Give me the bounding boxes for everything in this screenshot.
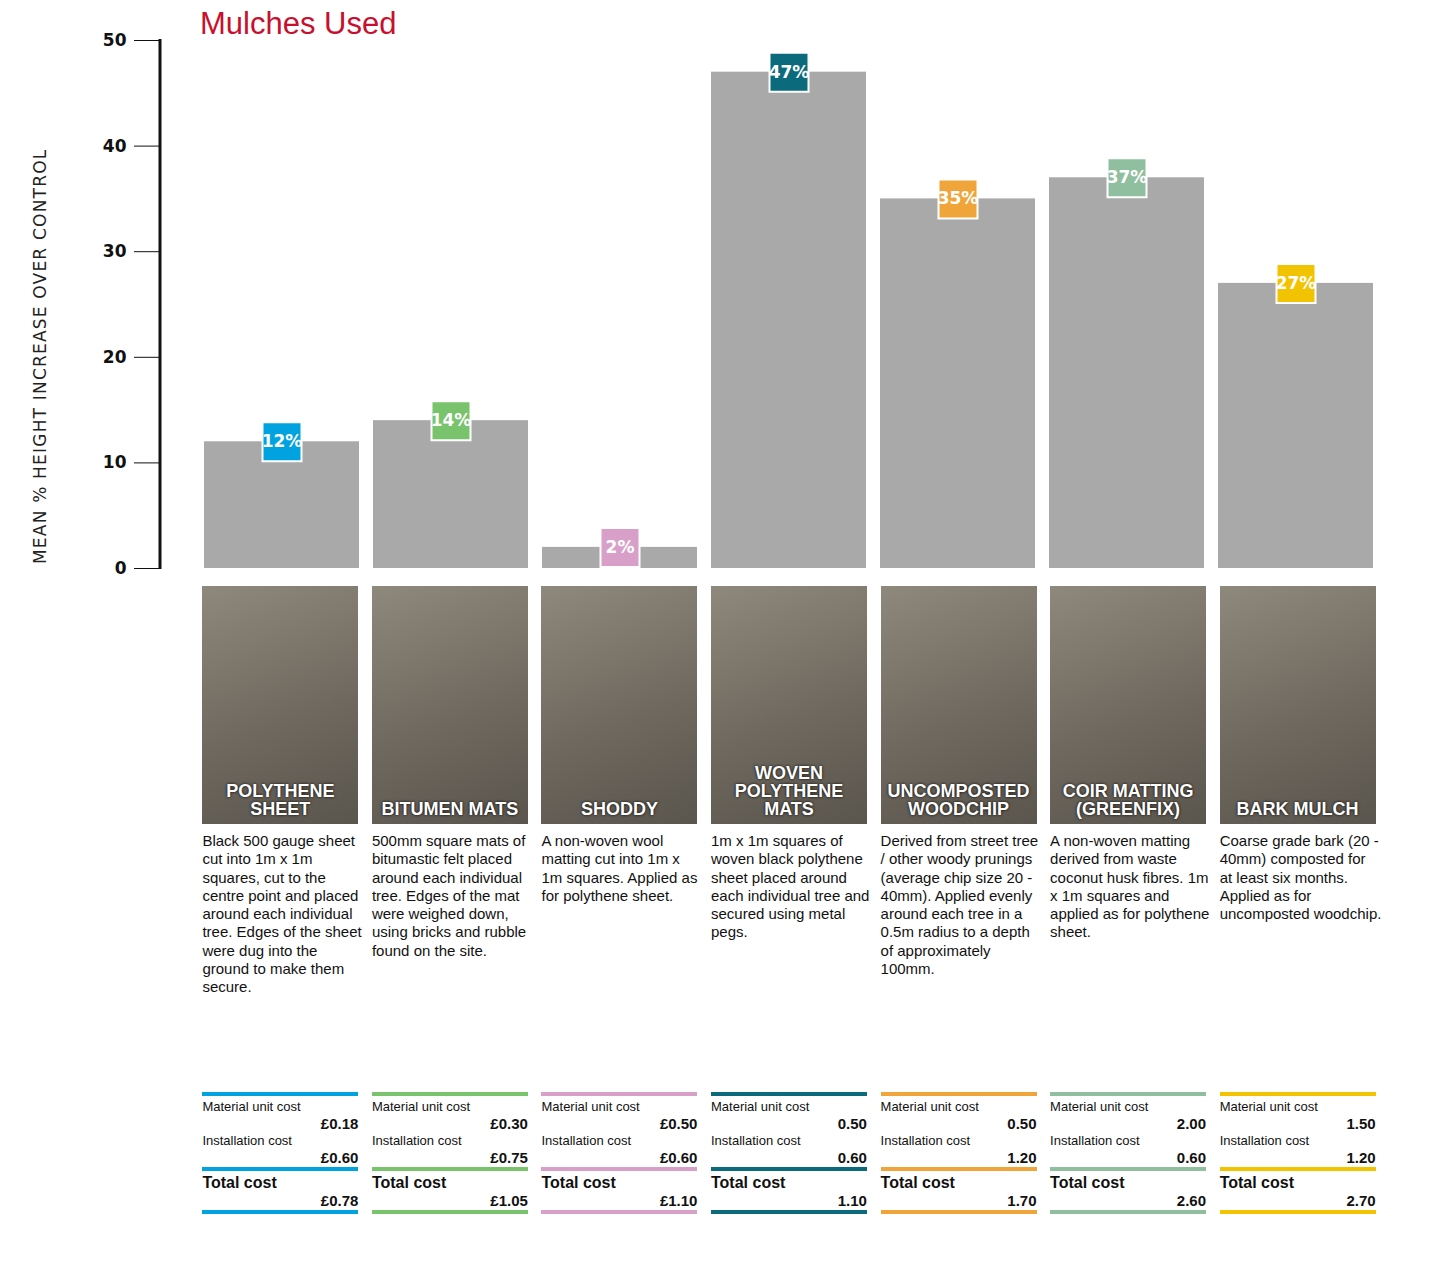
html-text:£0.50: £0.50 bbox=[659, 1115, 698, 1132]
html-text:Installation cost: Installation cost bbox=[1219, 1133, 1310, 1148]
html-text:Material unit cost: Material unit cost bbox=[1050, 1099, 1149, 1114]
html-text:2.60: 2.60 bbox=[1176, 1192, 1207, 1209]
html-text:£0.78: £0.78 bbox=[320, 1192, 359, 1209]
html-text:£1.10: £1.10 bbox=[659, 1192, 698, 1209]
svg-text:12%: 12% bbox=[262, 431, 303, 451]
html-text:BARK MULCH: BARK MULCH bbox=[1236, 799, 1359, 819]
svg-text:14%: 14% bbox=[431, 410, 472, 430]
html-text:Installation cost: Installation cost bbox=[371, 1133, 462, 1148]
svg-text:47%: 47% bbox=[769, 62, 810, 82]
html-text:2.00: 2.00 bbox=[1176, 1115, 1207, 1132]
html-text:1.20: 1.20 bbox=[1007, 1149, 1037, 1166]
svg-text:MEAN % HEIGHT INCREASE OVER CO: MEAN % HEIGHT INCREASE OVER CONTROL bbox=[30, 149, 50, 564]
html-text:Installation cost: Installation cost bbox=[202, 1133, 292, 1148]
html-text:Material unit cost: Material unit cost bbox=[371, 1099, 471, 1114]
html-text:£1.05: £1.05 bbox=[490, 1192, 528, 1209]
svg-text:37%: 37% bbox=[1107, 167, 1148, 187]
html-text:Material unit cost: Material unit cost bbox=[711, 1099, 810, 1114]
html-text:£0.30: £0.30 bbox=[490, 1115, 528, 1132]
html-text:SHODDY: SHODDY bbox=[580, 799, 658, 819]
svg-text:2%: 2% bbox=[606, 537, 635, 557]
html-text:Black 500 gauge sheet cut into: Black 500 gauge sheet cut into 1m x 1m s… bbox=[202, 832, 362, 996]
html-text:500mm square mats of bitumasti: 500mm square mats of bitumastic felt pla… bbox=[371, 832, 527, 959]
html-text:Installation cost: Installation cost bbox=[880, 1133, 971, 1148]
html-text:UNCOMPOSTED WOODCHIP: UNCOMPOSTED WOODCHIP bbox=[887, 781, 1030, 819]
html-text:0.50: 0.50 bbox=[1007, 1115, 1037, 1132]
html-text:Mulches Used: Mulches Used bbox=[200, 6, 397, 41]
html-text:A non-woven matting derived fr: A non-woven matting derived from waste c… bbox=[1050, 832, 1210, 941]
html-text:0.60: 0.60 bbox=[1176, 1149, 1207, 1166]
html-text:1.70: 1.70 bbox=[1007, 1192, 1037, 1209]
html-text:Material unit cost: Material unit cost bbox=[1219, 1099, 1318, 1114]
html-text:£0.60: £0.60 bbox=[659, 1149, 698, 1166]
html-text:1.10: 1.10 bbox=[837, 1192, 867, 1209]
html-text:Total cost: Total cost bbox=[1050, 1174, 1125, 1191]
html-text:Total cost: Total cost bbox=[371, 1174, 447, 1191]
html-text:2.70: 2.70 bbox=[1346, 1192, 1376, 1209]
html-text:Derived from street tree / oth: Derived from street tree / other woody p… bbox=[880, 832, 1039, 978]
svg-text:27%: 27% bbox=[1276, 273, 1317, 293]
html-text:Installation cost: Installation cost bbox=[541, 1133, 632, 1148]
html-text:Coarse grade bark (20 - 40mm): Coarse grade bark (20 - 40mm) composted … bbox=[1219, 832, 1382, 923]
html-text:WOVEN POLYTHENE MATS: WOVEN POLYTHENE MATS bbox=[734, 763, 844, 819]
html-text:1.50: 1.50 bbox=[1346, 1115, 1376, 1132]
html-text:Material unit cost: Material unit cost bbox=[541, 1099, 640, 1114]
svg-text:40: 40 bbox=[103, 136, 127, 156]
html-text:COIR MATTING (GREENFIX): COIR MATTING (GREENFIX) bbox=[1062, 781, 1194, 819]
svg-text:50: 50 bbox=[103, 30, 127, 50]
html-text:£0.18: £0.18 bbox=[320, 1115, 359, 1132]
html-text:£0.75: £0.75 bbox=[490, 1149, 528, 1166]
html-text:£0.60: £0.60 bbox=[320, 1149, 359, 1166]
svg-text:35%: 35% bbox=[938, 188, 979, 208]
svg-text:10: 10 bbox=[103, 452, 127, 472]
svg-text:0: 0 bbox=[115, 558, 127, 578]
html-text:0.50: 0.50 bbox=[837, 1115, 867, 1132]
html-text:Total cost: Total cost bbox=[711, 1174, 786, 1191]
html-text:1m x 1m squares of woven black: 1m x 1m squares of woven black polythene… bbox=[711, 832, 870, 941]
html-text:Material unit cost: Material unit cost bbox=[880, 1099, 979, 1114]
html-text:Total cost: Total cost bbox=[202, 1174, 277, 1191]
html-text:POLYTHENE SHEET: POLYTHENE SHEET bbox=[226, 781, 335, 819]
html-text:Installation cost: Installation cost bbox=[1050, 1133, 1140, 1148]
html-text:BITUMEN MATS: BITUMEN MATS bbox=[381, 799, 519, 819]
svg-text:20: 20 bbox=[103, 347, 127, 367]
html-text:A non-woven wool matting cut i: A non-woven wool matting cut into 1m x 1… bbox=[541, 832, 698, 904]
html-text:Material unit cost: Material unit cost bbox=[202, 1099, 301, 1114]
html-text:Total cost: Total cost bbox=[1219, 1174, 1294, 1191]
html-text:Total cost: Total cost bbox=[541, 1174, 616, 1191]
html-text:1.20: 1.20 bbox=[1346, 1149, 1376, 1166]
html-text:Total cost: Total cost bbox=[880, 1174, 955, 1191]
html-text:0.60: 0.60 bbox=[837, 1149, 867, 1166]
html-text:Installation cost: Installation cost bbox=[711, 1133, 801, 1148]
svg-text:30: 30 bbox=[103, 241, 127, 261]
